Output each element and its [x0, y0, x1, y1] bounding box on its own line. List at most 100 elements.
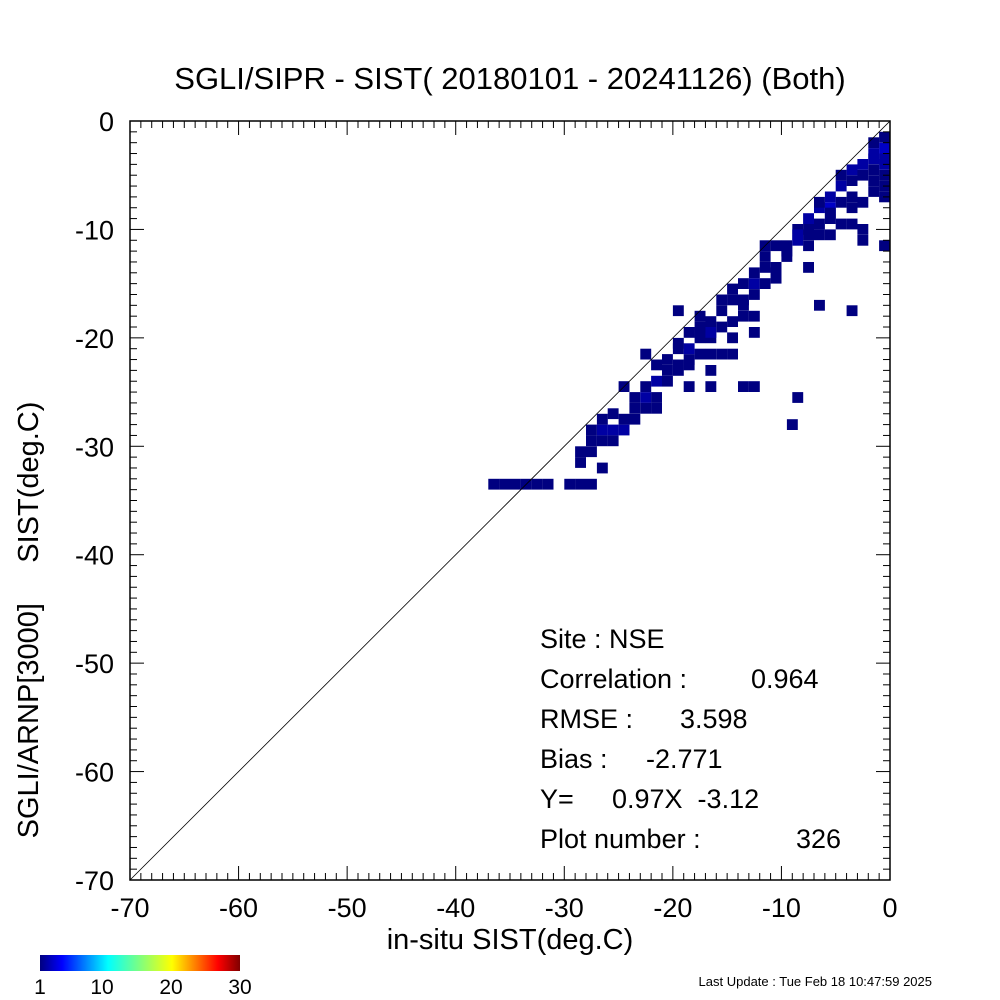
density-cell — [857, 234, 869, 246]
chart-title: SGLI/SIPR - SIST( 20180101 - 20241126) (… — [174, 61, 845, 96]
colorbar — [40, 955, 240, 971]
density-cell — [629, 413, 641, 425]
density-cell — [586, 435, 597, 447]
x-tick-label: -70 — [110, 893, 149, 923]
density-cell — [672, 359, 684, 371]
density-cell — [868, 186, 880, 197]
density-cell — [879, 142, 890, 154]
density-cell — [575, 446, 586, 458]
density-cell — [857, 169, 869, 181]
density-cell — [662, 354, 673, 365]
density-cell — [586, 446, 597, 458]
density-cell — [694, 310, 706, 322]
density-cell — [716, 305, 728, 317]
density-cell — [716, 294, 728, 306]
x-tick-label: -50 — [328, 893, 367, 923]
y-tick-label: -70 — [75, 866, 114, 896]
density-cell — [651, 359, 662, 371]
last-update: Last Update : Tue Feb 18 10:47:59 2025 — [699, 974, 932, 989]
density-cell — [786, 419, 798, 430]
density-cell — [792, 392, 804, 403]
density-cell — [716, 321, 728, 333]
density-cell — [868, 175, 880, 186]
density-cell — [835, 169, 847, 181]
density-cell — [748, 289, 760, 300]
density-cell — [651, 402, 662, 414]
stat-plot-number-label: Plot number : — [540, 824, 701, 854]
density-cell — [640, 392, 652, 403]
density-cell — [607, 435, 619, 447]
density-cell — [857, 224, 869, 235]
density-cell — [846, 164, 858, 176]
x-tick-label: -40 — [436, 893, 475, 923]
density-cell — [814, 196, 825, 208]
density-cell — [792, 234, 804, 246]
y-tick-label: 0 — [99, 107, 114, 137]
density-cell — [683, 343, 695, 355]
density-cell — [672, 337, 684, 349]
one-to-one-line — [129, 120, 891, 881]
density-cell — [748, 278, 760, 289]
density-cell — [727, 332, 738, 344]
density-cell — [748, 267, 760, 279]
density-cell — [596, 435, 608, 447]
stat-bias-value: -2.771 — [646, 744, 723, 774]
density-cell — [705, 327, 717, 338]
density-cell — [640, 402, 652, 414]
density-cell — [759, 251, 771, 262]
density-cell — [748, 310, 760, 322]
density-cell — [803, 224, 814, 235]
density-cell — [629, 392, 641, 403]
density-cell — [835, 218, 847, 230]
x-tick-label: -30 — [545, 893, 584, 923]
density-cell — [618, 413, 630, 425]
density-cell — [531, 478, 543, 490]
density-cell — [596, 424, 608, 436]
y-tick-label: -30 — [75, 432, 114, 462]
x-tick-label: -60 — [219, 893, 258, 923]
density-cell — [824, 191, 836, 203]
density-cell — [607, 408, 619, 420]
density-cell — [868, 137, 880, 149]
y-tick-label: -20 — [75, 324, 114, 354]
density-cell — [846, 191, 858, 203]
stat-fit-label: Y= — [540, 784, 574, 814]
y-tick-label: -10 — [75, 215, 114, 245]
density-cell — [738, 381, 749, 392]
density-cell — [586, 478, 597, 490]
density-cell — [814, 218, 825, 230]
density-cell — [738, 299, 749, 311]
x-tick-labels: -70 -60 -50 -40 -30 -20 -10 0 — [110, 893, 897, 923]
density-cell — [857, 159, 869, 170]
density-cell — [879, 240, 890, 252]
density-cell — [716, 348, 728, 360]
colorbar-tick-label: 30 — [228, 976, 251, 999]
density-cell — [662, 365, 673, 376]
density-cell — [683, 359, 695, 371]
density-cell — [662, 375, 673, 387]
density-cell — [727, 348, 738, 360]
stat-correlation-label: Correlation : — [540, 664, 687, 694]
density-cell — [814, 202, 825, 214]
density-cell — [803, 262, 814, 273]
y-axis-label: SGLI/ARNP[3000] SIST(deg.C) — [13, 402, 45, 839]
density-cells — [488, 131, 890, 490]
density-cell — [510, 478, 521, 490]
density-cell — [792, 229, 804, 241]
stat-site: Site : NSE — [540, 624, 665, 654]
density-cell — [683, 381, 695, 392]
stats-box: Site : NSE Correlation : 0.964 RMSE : 3.… — [540, 624, 841, 854]
density-cell — [727, 316, 738, 327]
density-cell — [694, 348, 706, 360]
density-cell — [672, 365, 684, 376]
colorbar-labels: 1 10 20 30 — [34, 976, 252, 999]
y-tick-labels: -70 -60 -50 -40 -30 -20 -10 0 — [75, 107, 114, 896]
density-cell — [738, 278, 749, 289]
density-cell — [499, 478, 510, 490]
x-tick-label: 0 — [882, 893, 897, 923]
density-cell — [846, 202, 858, 214]
stat-rmse-label: RMSE : — [540, 704, 633, 734]
density-cell — [748, 381, 760, 392]
colorbar-tick-label: 10 — [90, 976, 113, 999]
minor-ticks — [129, 120, 891, 881]
